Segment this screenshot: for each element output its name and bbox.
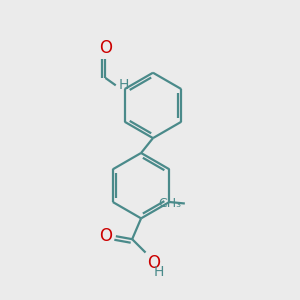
Text: H: H: [118, 78, 128, 92]
Text: H: H: [154, 265, 164, 279]
Text: O: O: [99, 38, 112, 56]
Text: CH₃: CH₃: [159, 197, 182, 210]
Text: O: O: [147, 254, 160, 272]
Text: O: O: [99, 227, 112, 245]
